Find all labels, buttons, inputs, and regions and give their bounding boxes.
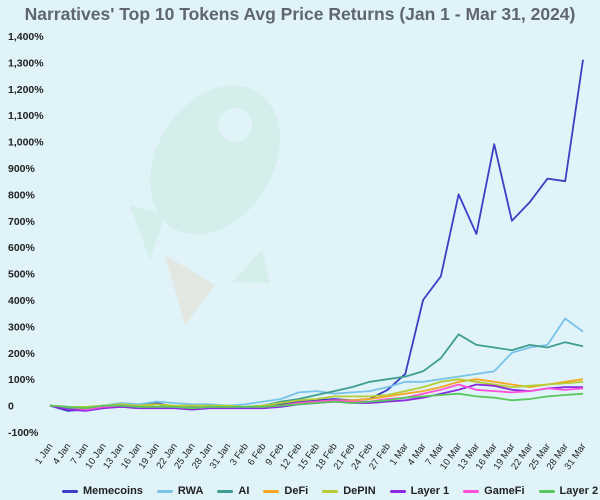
series-line-layer-2 [49,392,584,410]
rocket-watermark-icon [130,85,280,325]
y-tick-label: 1,000% [8,137,44,149]
y-tick-label: -100% [8,427,39,439]
legend-item: Memecoins [62,485,143,497]
series-line-memecoins [49,59,584,412]
chart-title: Narratives' Top 10 Tokens Avg Price Retu… [24,4,576,24]
x-tick-label: 4 Jan [51,441,73,466]
y-tick-label: 800% [8,189,36,201]
legend-swatch [263,489,280,493]
legend-label: GameFi [484,485,525,497]
legend-item: Layer 2 [538,485,599,497]
legend-item: GameFi [463,485,525,497]
legend-swatch [389,489,406,493]
y-tick-label: 300% [8,321,36,333]
legend-item: DePIN [322,485,376,497]
y-tick-label: 500% [8,269,36,281]
legend-label: RWA [177,485,204,497]
legend-swatch [322,489,339,493]
legend: Memecoins RWA AI DeFi DePIN Layer 1 GameFi Laye… [62,484,598,498]
legend-label: Memecoins [83,485,143,497]
y-tick-label: 1,400% [8,31,44,43]
legend-label: AI [238,485,250,497]
x-tick-label: 1 Jan [33,441,55,466]
legend-swatch [62,489,78,493]
legend-label: DeFi [284,485,309,497]
y-tick-label: 400% [8,295,36,307]
legend-label: Layer 1 [410,485,450,497]
legend-label: DePIN [343,485,376,497]
legend-item: AI [217,485,249,497]
legend-swatch [217,489,234,493]
y-tick-label: 900% [8,163,36,175]
y-tick-label: 1,300% [8,57,44,69]
series-line-rwa [49,317,584,410]
y-tick-label: 700% [8,216,36,228]
legend-label: Layer 2 [559,485,599,497]
y-tick-label: 1,100% [8,110,44,122]
y-tick-label: 200% [8,348,36,360]
y-tick-label: 600% [8,242,36,254]
y-tick-label: 0 [8,401,14,413]
y-tick-label: 100% [8,374,36,386]
legend-swatch [156,489,173,493]
legend-swatch [538,489,555,493]
legend-item: DeFi [263,485,308,497]
series-line-depin [49,378,584,408]
legend-item: RWA [156,485,204,497]
legend-item: Layer 1 [389,485,450,497]
legend-swatch [463,489,480,493]
y-tick-label: 1,200% [8,84,44,96]
